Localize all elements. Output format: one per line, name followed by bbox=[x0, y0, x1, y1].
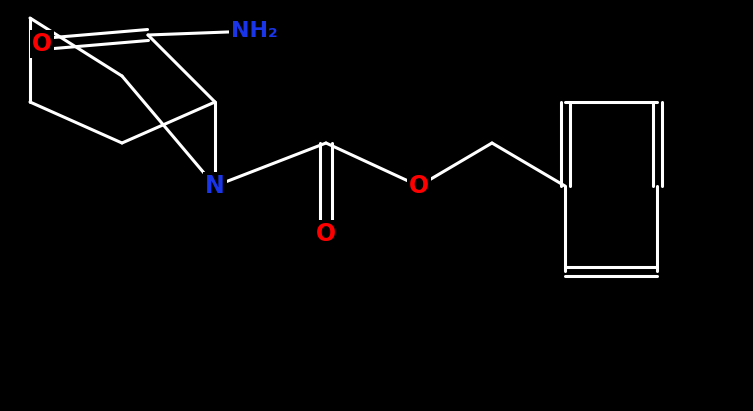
Text: N: N bbox=[205, 174, 225, 198]
Text: O: O bbox=[32, 32, 52, 56]
Text: O: O bbox=[316, 222, 336, 246]
Text: NH₂: NH₂ bbox=[230, 21, 277, 41]
Text: O: O bbox=[409, 174, 429, 198]
